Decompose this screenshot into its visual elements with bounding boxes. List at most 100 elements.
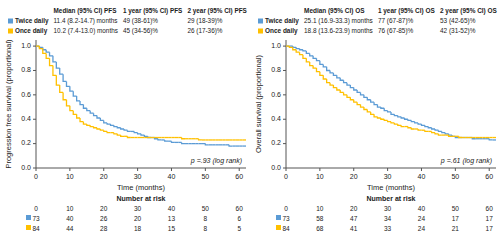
survival-step [56,62,59,68]
survival-step [293,46,296,47]
survival-step [236,145,239,146]
survival-step [175,137,178,138]
survival-step [188,138,191,139]
survival-step [462,137,465,138]
survival-step [171,141,174,142]
survival-step [323,64,326,66]
survival-step [148,137,151,138]
at-risk-time: 50 [452,205,460,212]
table-header: 1 year (95% CI) OS [378,7,436,15]
survival-step [209,139,212,140]
survival-step [361,92,364,94]
survival-step [354,88,357,90]
table-header: 2 year (95% CI) OS [440,7,498,15]
survival-step [229,139,232,140]
y-axis-line [36,40,37,168]
survival-step [141,137,144,138]
survival-step [449,135,452,136]
survival-step [347,95,350,97]
y-tick [33,94,36,95]
survival-step [192,143,195,144]
survival-step [374,102,377,104]
survival-step [209,144,212,145]
survival-step [205,139,208,140]
survival-step [212,144,215,145]
at-risk-count: 5 [237,225,241,232]
at-risk-count: 47 [350,215,358,222]
x-axis-label: Time (months) [367,183,416,192]
x-tick-label: 40 [418,173,426,180]
at-risk-count: 44 [66,225,74,232]
survival-step [388,111,391,112]
survival-step [171,137,174,138]
survival-step [117,127,120,128]
at-risk-count: 15 [168,225,176,232]
table-cell: 18.8 (13.6-23.9) months [304,27,373,35]
x-tick [205,168,206,171]
survival-step [73,91,76,96]
survival-step [60,85,63,92]
survival-step [344,80,347,82]
legend-label: Once daily [265,27,298,35]
survival-step [216,139,219,140]
plot-area [36,46,246,146]
survival-step [97,116,100,118]
survival-step [124,129,127,130]
x-tick [286,168,287,171]
survival-step [306,51,309,53]
survival-step [428,127,431,128]
survival-step [236,139,239,140]
y-tick-label: 0.4 [21,115,31,122]
survival-step [310,62,313,66]
legend-label: Twice daily [15,17,49,25]
legend-swatch [258,29,263,34]
at-risk-count: 21 [452,225,460,232]
survival-step [87,124,90,125]
survival-step [442,131,445,132]
x-axis-label: Time (months) [117,183,166,192]
survival-step [127,136,130,137]
x-tick-label: 0 [34,173,38,180]
survival-step [350,97,353,99]
y-tick-label: 0.4 [271,115,281,122]
survival-step [182,142,185,143]
survival-step [155,137,158,138]
x-tick-label: 30 [134,173,142,180]
survival-step [50,52,53,56]
survival-step [408,127,411,128]
at-risk-swatch [276,225,281,230]
series [286,46,496,140]
legend-swatch [258,19,263,24]
survival-step [459,137,462,138]
annotation: p =.93 (log rank) [190,157,242,165]
survival-step [364,95,367,97]
y-tick-label: 0.2 [271,139,281,146]
table-header: 1 year (95% CI) PFS [123,7,182,15]
survival-step [73,111,76,115]
series [36,46,246,146]
at-risk-time: 30 [384,205,392,212]
survival-step [199,139,202,140]
survival-step [300,49,303,50]
at-risk-swatch [276,215,281,220]
survival-step [381,118,384,119]
x-tick [319,168,320,171]
y-tick [283,119,286,120]
survival-step [131,137,134,138]
survival-step [192,138,195,139]
survival-step [104,130,107,131]
at-risk-time: 40 [418,205,426,212]
x-tick-label: 50 [201,173,209,180]
survival-step [155,138,158,139]
survival-step [316,68,319,72]
at-risk-count: 28 [100,225,108,232]
survival-step [350,85,353,87]
y-axis-label: Overall survival (proportional) [254,55,263,153]
survival-step [83,105,86,109]
y-tick [283,70,286,71]
survival-step [90,111,93,113]
survival-step [141,134,144,135]
survival-step [202,139,205,140]
survival-step [161,137,164,138]
legend-label: Once daily [15,27,48,35]
